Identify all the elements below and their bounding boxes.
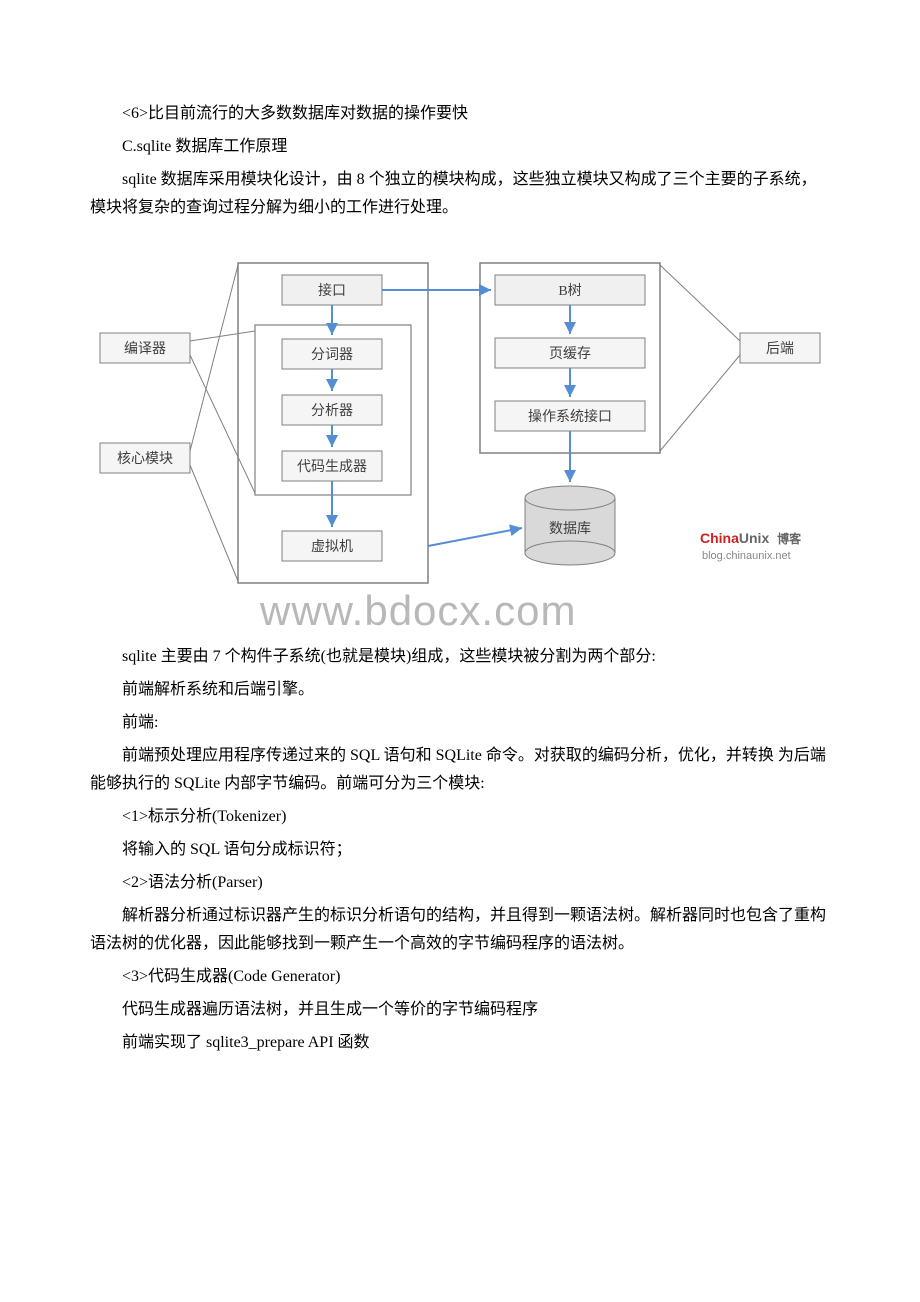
para-frontback: 前端解析系统和后端引擎。 bbox=[90, 676, 830, 705]
credit-url: blog.chinaunix.net bbox=[702, 550, 791, 562]
node-osinterface-label: 操作系统接口 bbox=[528, 408, 612, 425]
architecture-diagram: 接口 分词器 分析器 代码生成器 虚拟机 编译器 核心模块 B树 页缓存 操作系… bbox=[90, 253, 850, 613]
node-btree-label: B树 bbox=[558, 283, 581, 299]
para-front-desc: 前端预处理应用程序传递过来的 SQL 语句和 SQLite 命令。对获取的编码分… bbox=[90, 742, 830, 800]
credit-brand: ChinaUnix 博客 bbox=[700, 530, 802, 546]
node-database-label: 数据库 bbox=[549, 521, 591, 537]
para-6: <6>比目前流行的大多数数据库对数据的操作要快 bbox=[90, 100, 830, 129]
database-icon: 数据库 bbox=[525, 486, 615, 565]
node-backend-label: 后端 bbox=[766, 341, 794, 357]
node-parser-label: 分析器 bbox=[311, 403, 353, 419]
node-vm-label: 虚拟机 bbox=[311, 539, 353, 555]
node-pagecache-label: 页缓存 bbox=[549, 346, 591, 362]
para-front-title: 前端: bbox=[90, 709, 830, 738]
para-intro: sqlite 数据库采用模块化设计，由 8 个独立的模块构成，这些独立模块又构成… bbox=[90, 166, 830, 224]
para-parser-desc: 解析器分析通过标识器产生的标识分析语句的结构，并且得到一颗语法树。解析器同时也包… bbox=[90, 902, 830, 960]
para-prepare: 前端实现了 sqlite3_prepare API 函数 bbox=[90, 1029, 830, 1058]
para-codegen-title: <3>代码生成器(Code Generator) bbox=[90, 963, 830, 992]
node-compiler-label: 编译器 bbox=[124, 341, 166, 357]
node-codegen-label: 代码生成器 bbox=[297, 459, 367, 475]
node-core-label: 核心模块 bbox=[117, 451, 173, 467]
para-codegen-desc: 代码生成器遍历语法树，并且生成一个等价的字节编码程序 bbox=[90, 996, 830, 1025]
para-tokenizer-title: <1>标示分析(Tokenizer) bbox=[90, 803, 830, 832]
node-interface-label: 接口 bbox=[318, 282, 346, 299]
para-tokenizer-desc: 将输入的 SQL 语句分成标识符； bbox=[90, 836, 830, 865]
node-tokenizer-label: 分词器 bbox=[311, 347, 353, 363]
para-7subsys: sqlite 主要由 7 个构件子系统(也就是模块)组成，这些模块被分割为两个部… bbox=[90, 643, 830, 672]
para-parser-title: <2>语法分析(Parser) bbox=[90, 869, 830, 898]
para-c-title: C.sqlite 数据库工作原理 bbox=[90, 133, 830, 162]
